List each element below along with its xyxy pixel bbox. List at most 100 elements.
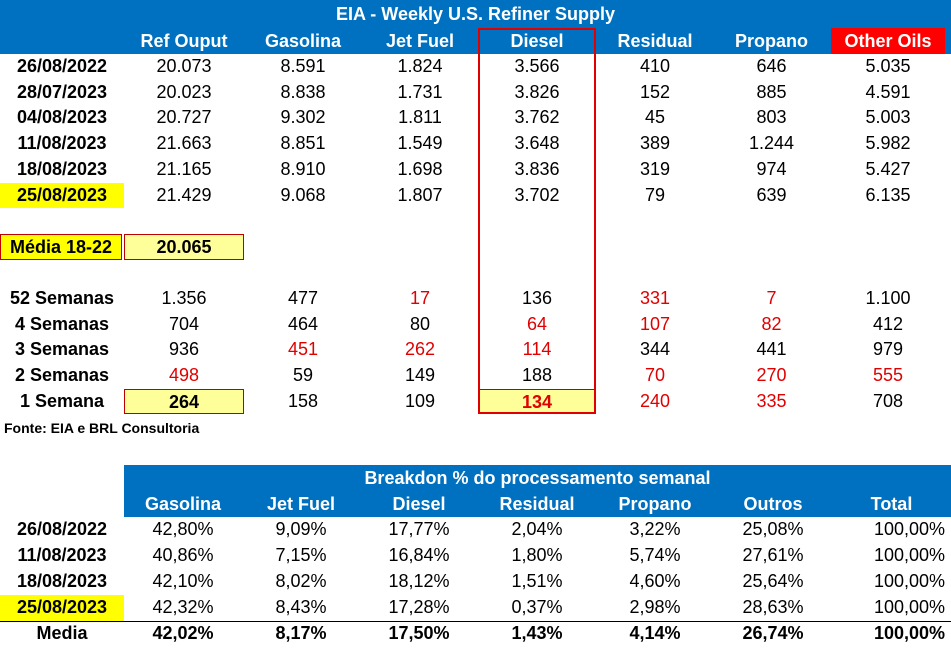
table-cell: 8,02% <box>275 571 327 591</box>
header-gasolina: Gasolina <box>264 31 342 51</box>
header-jet-fuel: Jet Fuel <box>385 31 455 51</box>
table-cell-negative: 107 <box>639 313 671 334</box>
table-cell: 2,04% <box>511 519 563 539</box>
table-cell: 4,14% <box>629 623 681 643</box>
table-cell: 8,43% <box>275 597 327 617</box>
table-cell: 100,00% <box>873 519 945 539</box>
table-cell: 639 <box>756 184 787 205</box>
row-label: 18/08/2023 <box>16 571 108 591</box>
table-cell-negative: 331 <box>639 288 671 308</box>
table-cell: 20.023 <box>156 81 212 102</box>
table-cell: 1,80% <box>511 545 563 565</box>
table-cell: 1,51% <box>511 571 563 591</box>
header-gasolina: Gasolina <box>144 494 222 514</box>
table-cell: 25,64% <box>742 571 804 591</box>
row-label-highlighted: 25/08/2023 <box>0 182 124 209</box>
table-cell: 45 <box>644 107 666 128</box>
table-cell: 17,28% <box>388 597 450 617</box>
table-cell: 20.073 <box>156 56 212 76</box>
table-cell-negative: 335 <box>756 390 787 411</box>
table-cell: 5.003 <box>865 107 911 128</box>
table-cell: 4.591 <box>865 81 911 102</box>
table-cell: 42,32% <box>152 597 214 617</box>
header-ref-output: Ref Ouput <box>140 31 228 51</box>
table-cell: 42,80% <box>152 519 214 539</box>
row-label: 2 Semanas <box>14 365 110 386</box>
table-cell: 3.702 <box>514 184 560 205</box>
table-cell: 40,86% <box>152 545 214 565</box>
table-cell: 3,22% <box>629 519 681 539</box>
table-cell: 17,50% <box>388 623 450 643</box>
table-cell: 8.851 <box>280 133 326 154</box>
table-cell: 3.826 <box>514 81 560 102</box>
table2-title: Breakdon % do processamento semanal <box>124 465 951 491</box>
table-cell: 149 <box>404 365 436 386</box>
table-cell: 100,00% <box>873 571 945 591</box>
table-cell: 42,10% <box>152 571 214 591</box>
table-cell: 344 <box>639 339 671 360</box>
table-cell: 28,63% <box>742 597 804 617</box>
table-cell-negative: 64 <box>526 313 548 334</box>
table-cell: 885 <box>756 81 787 102</box>
table-cell: 2,98% <box>629 597 681 617</box>
header-residual: Residual <box>617 31 693 51</box>
table-cell: 21.663 <box>156 133 212 154</box>
media-divider <box>0 621 951 622</box>
source-note: Fonte: EIA e BRL Consultoria <box>4 420 200 436</box>
table-cell-negative: 262 <box>404 339 436 360</box>
table-cell: 80 <box>409 313 431 334</box>
row-label: 52 Semanas <box>9 288 115 308</box>
table-cell: 21.429 <box>156 184 212 205</box>
table-cell: 3.836 <box>514 158 560 179</box>
table-cell: 1.356 <box>161 288 207 308</box>
table-cell: 704 <box>168 313 200 334</box>
header-other-oils: Other Oils <box>831 28 945 54</box>
table-cell: 974 <box>756 158 787 179</box>
table-cell: 79 <box>644 184 666 205</box>
table-cell-highlighted: 264 <box>124 388 244 415</box>
table-cell: 1.100 <box>865 288 911 308</box>
table-cell: 441 <box>756 339 787 360</box>
header-jet-fuel: Jet Fuel <box>266 494 336 514</box>
table-cell: 42,02% <box>152 623 214 643</box>
table-cell: 5.982 <box>865 133 911 154</box>
table-cell: 5,74% <box>629 545 681 565</box>
table-cell: 803 <box>756 107 787 128</box>
row-label: 4 Semanas <box>14 313 110 334</box>
header-diesel: Diesel <box>392 494 446 514</box>
row-label: 04/08/2023 <box>16 107 108 128</box>
table-cell: 646 <box>756 56 787 76</box>
table-cell-negative: 451 <box>287 339 319 360</box>
media-row-label: Media <box>36 623 88 643</box>
table-cell: 20.727 <box>156 107 212 128</box>
table-cell: 21.165 <box>156 158 212 179</box>
table-cell: 1.807 <box>397 184 443 205</box>
table-cell: 136 <box>521 288 553 308</box>
table-cell-negative: 240 <box>639 390 671 411</box>
table-cell: 109 <box>404 390 436 411</box>
table-cell-negative: 17 <box>409 288 431 308</box>
table-cell: 9.068 <box>280 184 326 205</box>
table-cell: 59 <box>292 365 314 386</box>
table-cell: 8.591 <box>280 56 326 76</box>
table-cell: 27,61% <box>742 545 804 565</box>
row-label-highlighted: 25/08/2023 <box>0 595 124 621</box>
table-cell: 152 <box>639 81 671 102</box>
table1-title: EIA - Weekly U.S. Refiner Supply <box>0 0 951 28</box>
table-cell-negative: 270 <box>756 365 787 386</box>
table-cell: 188 <box>521 365 553 386</box>
table-cell: 9,09% <box>275 519 327 539</box>
row-label: 18/08/2023 <box>16 158 108 179</box>
table-cell: 8.838 <box>280 81 326 102</box>
table-cell: 9.302 <box>280 107 326 128</box>
row-label: 11/08/2023 <box>17 133 107 154</box>
table-cell: 158 <box>287 390 319 411</box>
table-cell: 0,37% <box>511 597 563 617</box>
table1-header-band <box>0 28 951 54</box>
table-cell: 979 <box>872 339 904 360</box>
media-label: Média 18-22 <box>0 234 122 260</box>
table-cell-negative: 82 <box>761 313 782 334</box>
table-cell: 936 <box>168 339 200 360</box>
row-label: 11/08/2023 <box>17 545 107 565</box>
table-cell: 16,84% <box>388 545 450 565</box>
